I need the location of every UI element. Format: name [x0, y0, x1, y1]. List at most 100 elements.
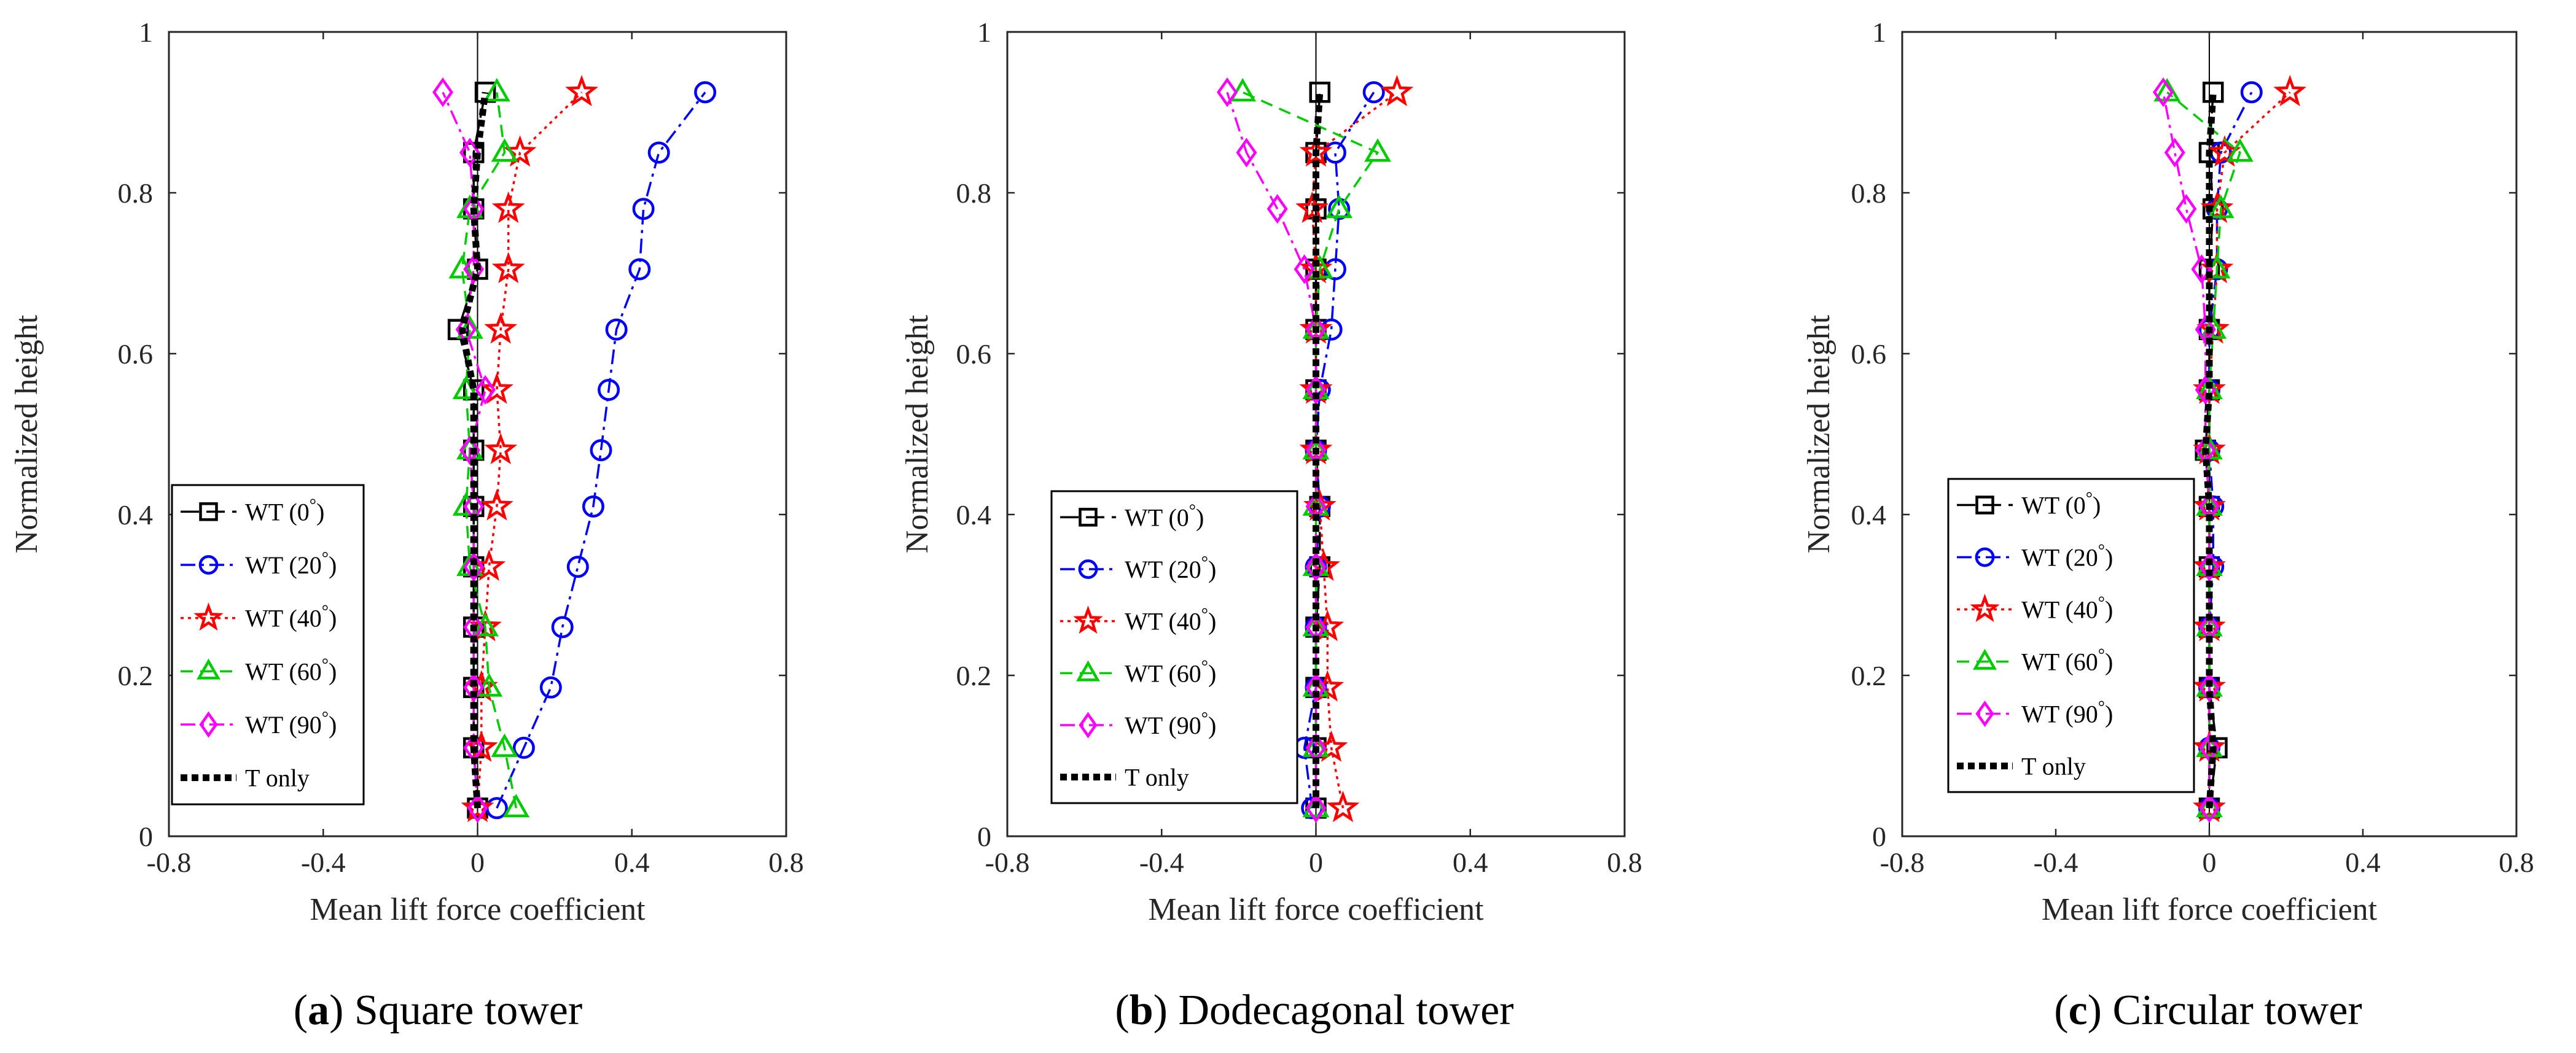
data-point-triangle: [483, 77, 510, 102]
data-point-triangle: [2203, 255, 2231, 279]
legend: WT (0°) WT (20°) WT (40°) WT (60°) WT (90°) T…: [1050, 490, 1298, 804]
data-point-star: [480, 489, 513, 521]
data-point-diamond: [1236, 138, 1257, 168]
x-tick-label: 0.4: [1453, 847, 1488, 878]
data-point-diamond: [1294, 254, 1315, 284]
series-line-diamond: [442, 91, 486, 809]
data-point-diamond: [463, 551, 485, 582]
data-point-star: [2273, 74, 2307, 107]
legend-entry: WT (60°): [1125, 657, 1216, 687]
y-tick-label: 1: [139, 17, 153, 48]
legend-marker-triangle: [1973, 648, 1997, 670]
data-point-star: [484, 312, 518, 344]
series-line-t-only: [1313, 91, 1324, 809]
y-tick-label: 0.6: [118, 338, 154, 370]
series-line-t-only: [2202, 91, 2217, 809]
legend-entry: WT (90°): [245, 709, 337, 739]
data-point-star: [1311, 609, 1345, 642]
legend-marker-square: [199, 502, 218, 521]
data-point-circle: [1362, 81, 1385, 104]
data-point-diamond: [2152, 77, 2174, 107]
legend-marker-square: [1975, 495, 1994, 515]
data-point-circle: [2240, 81, 2263, 104]
y-tick-label: 0.2: [1851, 660, 1887, 691]
legend-box: [1947, 478, 2195, 793]
panel-caption: (a) Square tower: [294, 987, 582, 1034]
y-tick-label: 0.2: [956, 660, 992, 691]
data-point-star: [503, 135, 537, 167]
legend: WT (0°) WT (20°) WT (40°) WT (60°) WT (90°) T…: [171, 484, 365, 806]
legend-entry: WT (40°): [1125, 605, 1216, 635]
chart-panels: -0.8 -0.4 0 0.4 0.8 0 0.2 0.4 0.6 0.8 1 Mean lift f…: [9, 17, 2534, 1034]
data-point-circle: [566, 556, 589, 578]
legend-entry: T only: [245, 764, 310, 792]
legend-entry: WT (20°): [2021, 542, 2113, 572]
legend-entry: WT (0°): [2021, 489, 2101, 519]
y-axis-label: Normalized height: [9, 314, 44, 553]
data-point-diamond: [467, 793, 488, 823]
data-point-triangle: [2207, 194, 2234, 219]
data-point-diamond: [1305, 375, 1327, 405]
x-tick-label: 0: [2203, 847, 2217, 878]
data-point-triangle: [502, 793, 530, 818]
y-tick-label: 0.2: [118, 660, 154, 691]
data-point-triangle: [1302, 793, 1330, 818]
legend-box: [1050, 490, 1298, 804]
x-axis-label: Mean lift force coefficient: [2042, 892, 2378, 927]
data-point-circle: [539, 676, 562, 699]
data-point-star: [1299, 135, 1333, 167]
y-tick-label: 0.8: [956, 177, 992, 209]
legend-entry: WT (40°): [2021, 594, 2113, 624]
legend-marker-circle: [1975, 547, 1995, 567]
y-tick-label: 0.4: [1851, 499, 1887, 530]
legend-marker-diamond: [199, 711, 218, 738]
data-point-triangle: [1325, 194, 1353, 219]
y-tick-label: 0.8: [118, 177, 154, 209]
data-point-diamond: [1217, 77, 1238, 107]
x-tick-label: 0: [1309, 847, 1323, 878]
legend-marker-circle: [198, 555, 219, 575]
data-point-diamond: [475, 375, 496, 405]
legend-box: [171, 484, 365, 806]
x-tick-label: -0.4: [1139, 847, 1184, 878]
data-point-diamond: [459, 435, 480, 465]
x-tick-label: -0.4: [301, 847, 346, 878]
data-point-star: [565, 74, 599, 107]
data-point-circle: [590, 439, 612, 462]
x-tick-label: -0.4: [2034, 847, 2078, 878]
legend-entry: WT (20°): [245, 549, 337, 579]
legend-entry: WT (60°): [2021, 646, 2113, 676]
legend-entry: T only: [1125, 764, 1189, 791]
legend-entry: WT (40°): [245, 602, 337, 632]
y-tick-label: 0: [139, 821, 153, 852]
x-tick-label: 0.8: [768, 847, 804, 878]
data-point-circle: [582, 495, 604, 518]
x-axis-label: Mean lift force coefficient: [1148, 892, 1484, 927]
legend-entry: WT (0°): [245, 495, 324, 526]
data-point-diamond: [2198, 793, 2220, 823]
x-tick-label: 0.8: [2499, 847, 2534, 878]
data-point-triangle: [1364, 138, 1391, 162]
data-point-diamond: [1305, 551, 1327, 582]
data-point-square: [1309, 82, 1331, 103]
data-point-star: [1326, 790, 1360, 822]
y-tick-label: 0.6: [956, 338, 992, 370]
chart-panel-c: -0.8 -0.4 0 0.4 0.8 0 0.2 0.4 0.6 0.8 1 Mean lift f…: [1801, 17, 2534, 1034]
data-point-star: [491, 191, 525, 223]
panel-caption: (b) Dodecagonal tower: [1115, 987, 1513, 1034]
data-point-diamond: [1267, 194, 1288, 224]
x-tick-label: 0.4: [614, 847, 650, 878]
data-point-star: [1380, 74, 1414, 107]
x-tick-label: 0: [470, 847, 485, 878]
data-point-star: [464, 730, 498, 762]
legend-marker-star: [1970, 594, 2000, 622]
x-tick-label: 0.8: [1607, 847, 1642, 878]
data-point-circle: [551, 616, 574, 639]
data-point-square: [2203, 82, 2224, 103]
data-point-triangle: [2196, 733, 2223, 757]
series-line-t-only: [458, 91, 489, 809]
data-point-star: [484, 432, 518, 465]
data-point-diamond: [459, 138, 480, 168]
legend-entry: WT (20°): [1125, 553, 1216, 583]
